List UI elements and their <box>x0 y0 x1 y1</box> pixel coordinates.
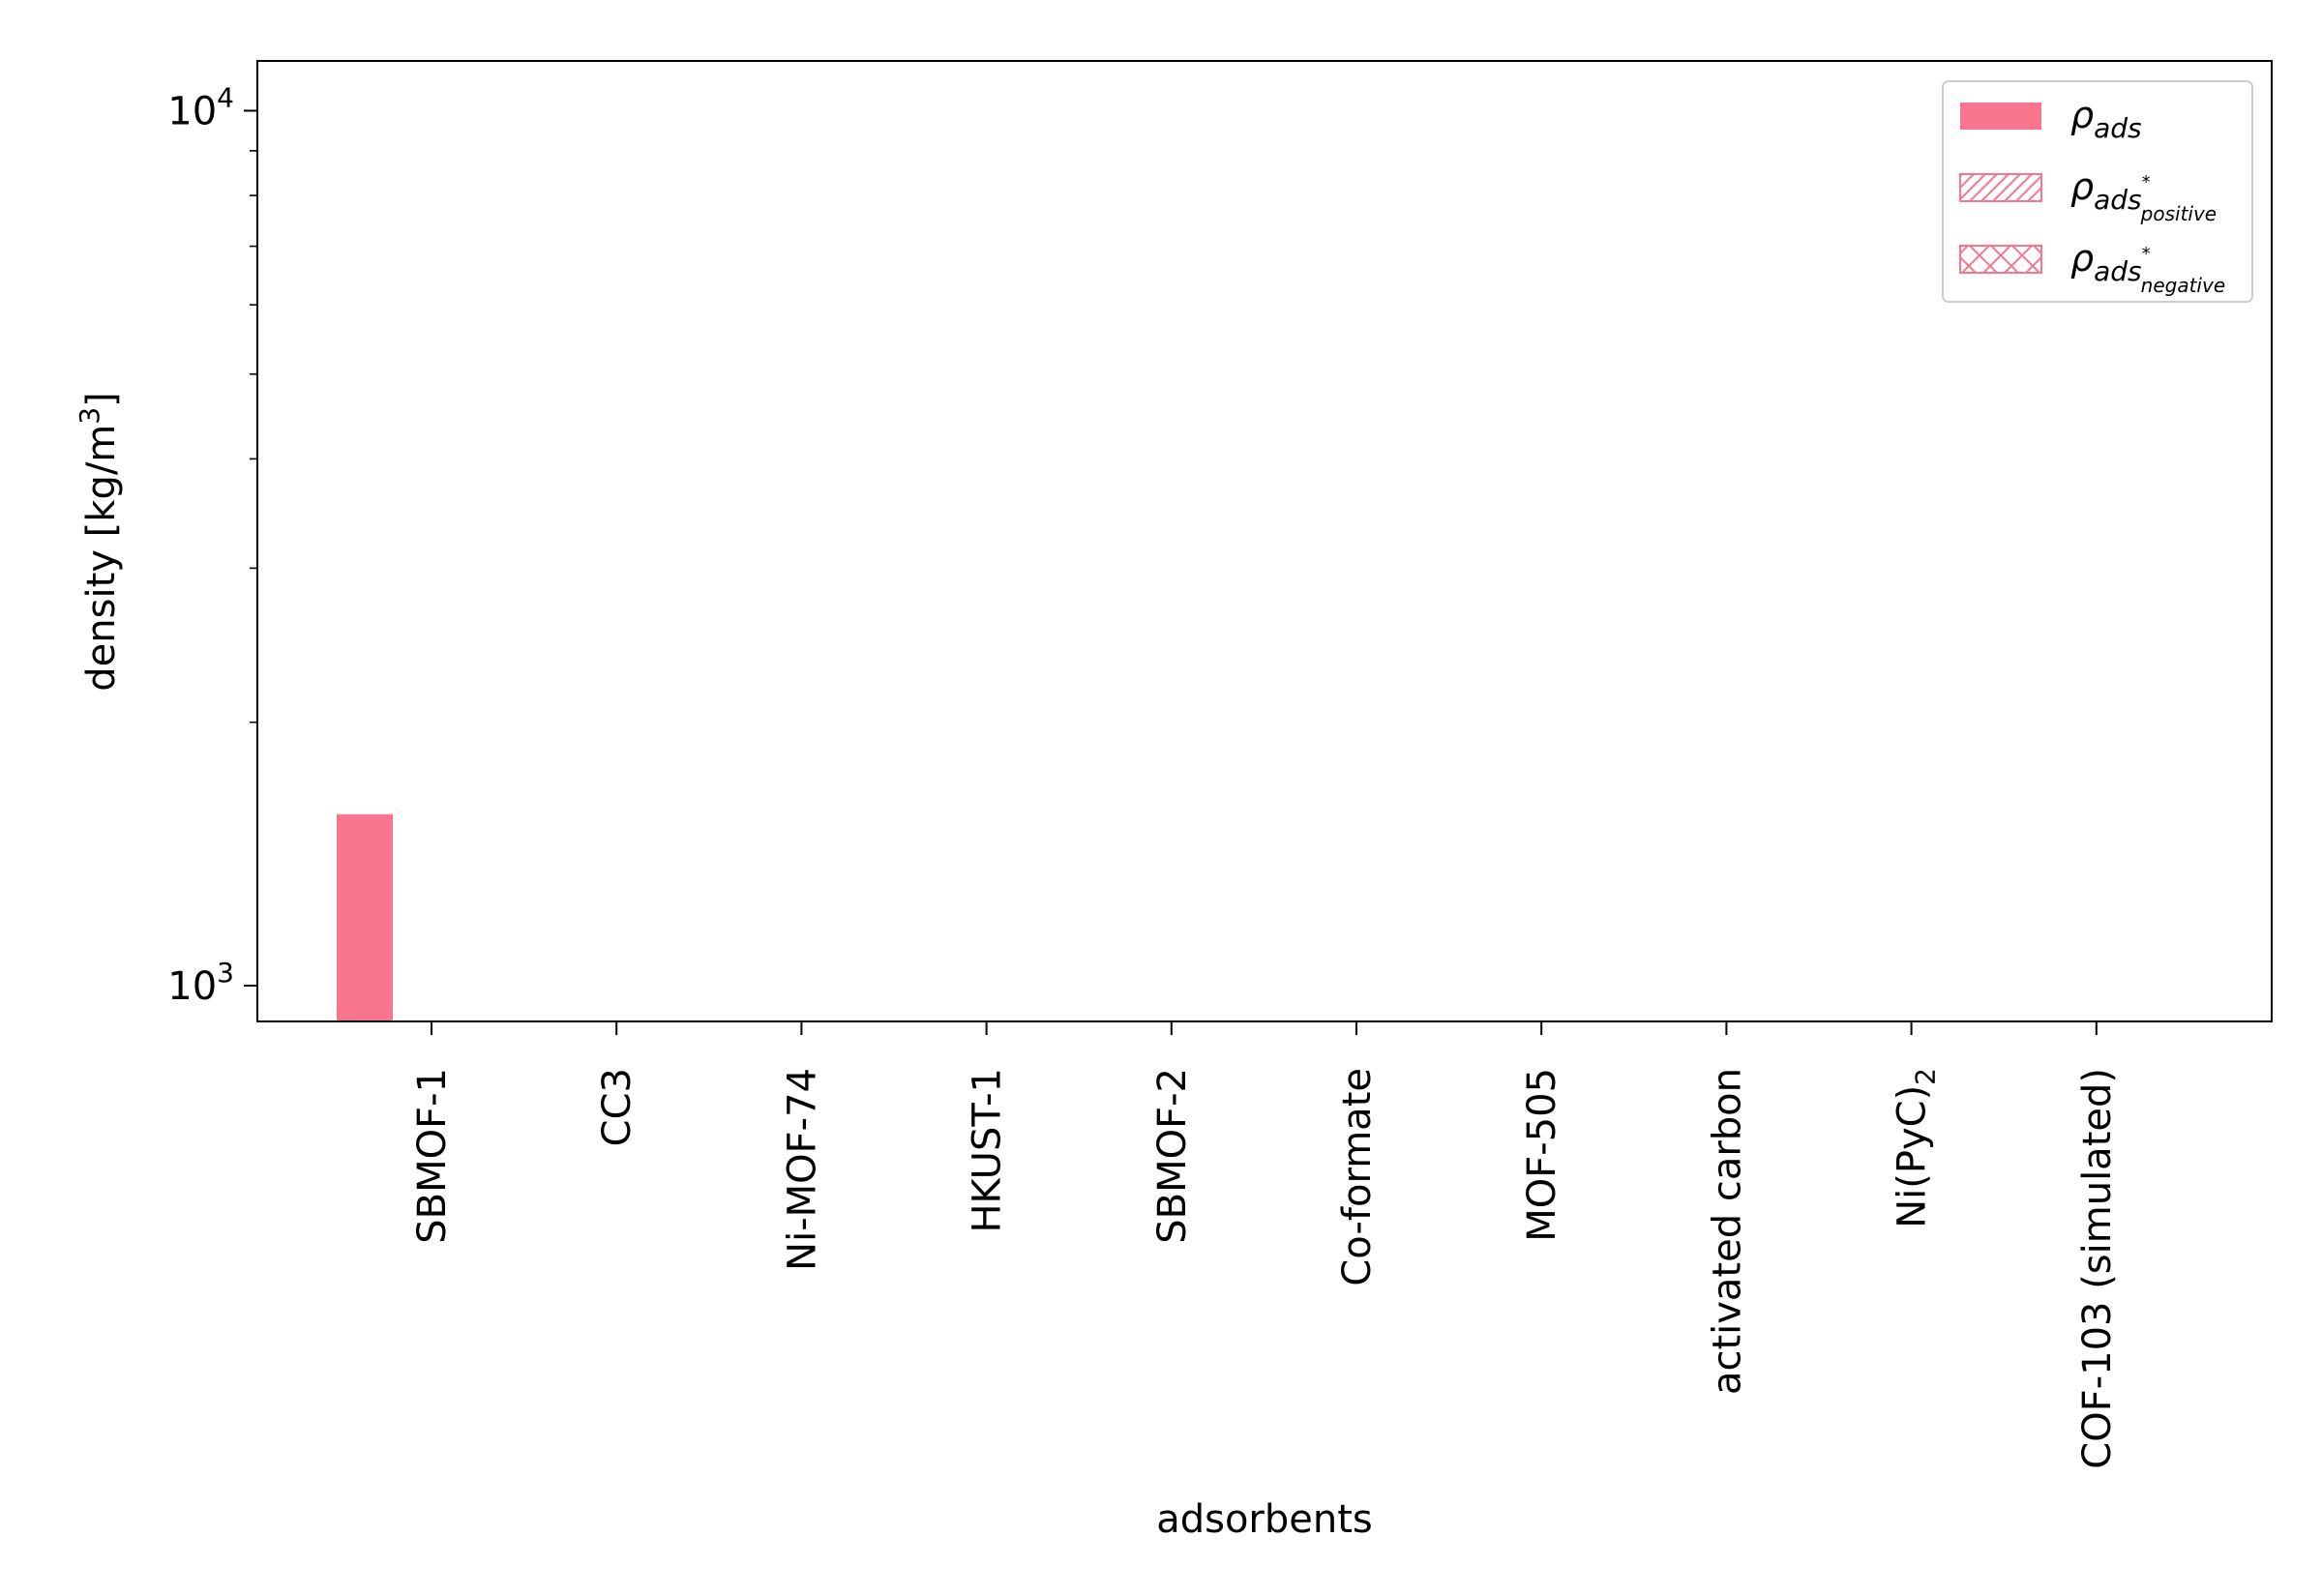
legend-items: ρads ρads* positive ρads* negative <box>1959 94 2225 297</box>
legend-swatch-1 <box>1959 173 2042 202</box>
legend-label-1: ρads* positive <box>2070 165 2217 225</box>
x-tick-label-8: Ni(PyC)2 <box>1890 1068 1942 1228</box>
legend-swatch-2 <box>1959 245 2042 274</box>
legend-swatch-0 <box>1960 103 2041 130</box>
y-axis: 103 104 <box>167 81 257 1009</box>
y-axis-label: density [kg/m3] <box>74 392 124 691</box>
x-tick-label-3: HKUST-1 <box>966 1068 1010 1233</box>
y-tick-label-0: 103 <box>167 957 234 1009</box>
x-tick-label-1: CC3 <box>595 1068 640 1146</box>
x-tick-label-6: MOF-505 <box>1520 1068 1564 1242</box>
y-tick-label-1: 104 <box>167 81 234 133</box>
x-tick-label-0: SBMOF-1 <box>410 1068 455 1244</box>
x-axis: SBMOF-1 CC3 Ni-MOF-74 HKUST-1 SBMOF-2 Co-form… <box>410 1021 2120 1469</box>
x-tick-label-7: activated carbon <box>1705 1068 1749 1395</box>
legend: ρads ρads* positive ρads* negative <box>1942 80 2253 303</box>
x-tick-label-4: SBMOF-2 <box>1150 1068 1195 1244</box>
legend-label-0: ρads <box>2070 94 2142 144</box>
legend-label-2: ρads* negative <box>2070 237 2225 297</box>
bar-series0-0 <box>337 813 393 1021</box>
x-tick-label-5: Co-formate <box>1335 1068 1380 1286</box>
x-axis-label: adsorbents <box>1156 1497 1373 1542</box>
bars-layer <box>337 813 393 1021</box>
x-tick-label-9: COF-103 (simulated) <box>2075 1068 2120 1469</box>
x-tick-label-2: Ni-MOF-74 <box>780 1068 824 1271</box>
plot-frame <box>256 60 2273 1022</box>
